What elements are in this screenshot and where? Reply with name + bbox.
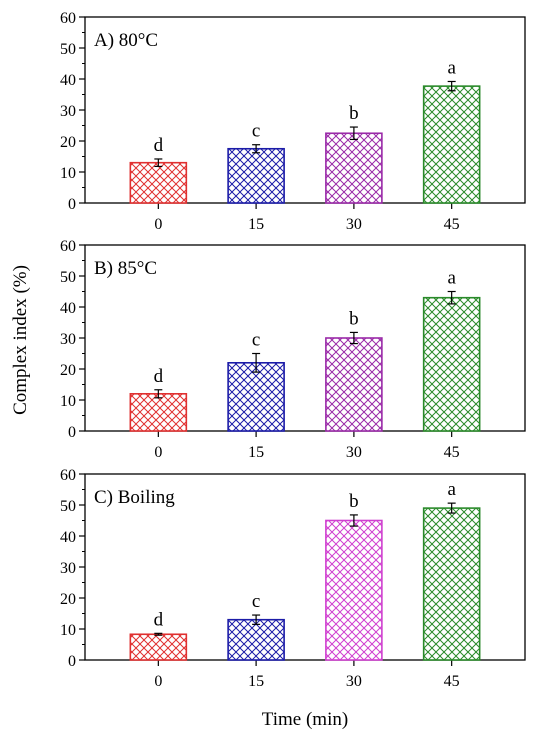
panel-c-xtick-label: 0 xyxy=(154,673,162,690)
panel-a-ytick-label: 10 xyxy=(60,165,76,182)
panel-c-xtick-label: 45 xyxy=(444,673,460,690)
panel-c-bar xyxy=(227,618,285,661)
panel-c-bar xyxy=(422,507,481,661)
panel-b-xtick-label: 15 xyxy=(248,444,264,461)
panel-b-xtick-label: 45 xyxy=(444,444,460,461)
panel-b-xtick-label: 30 xyxy=(346,444,362,461)
panel-c-title: C) Boiling xyxy=(94,487,175,508)
panel-a-bar xyxy=(227,147,285,204)
panel-b-ytick-label: 40 xyxy=(60,300,76,317)
panel-a-xtick-label: 0 xyxy=(154,216,162,233)
panel-a-bar xyxy=(325,132,383,204)
panel-c-bar xyxy=(129,633,188,661)
panel-a-ytick-label: 60 xyxy=(60,10,76,27)
panel-c-ytick-label: 0 xyxy=(68,653,76,670)
panel-c-xtick-label: 30 xyxy=(346,673,362,690)
panel-a-ytick-label: 30 xyxy=(60,103,76,120)
panel-c-significance-label: a xyxy=(447,479,456,500)
panel-a-bar xyxy=(422,85,481,204)
panel-c-significance-label: d xyxy=(154,609,164,630)
panel-a-significance-label: b xyxy=(349,103,359,124)
panel-b-ytick-label: 30 xyxy=(60,331,76,348)
panel-a-marks: 0 10 20 30 40 50 60 0 d 15 c 30 b 45 a xyxy=(60,10,481,233)
panel-a-bar xyxy=(129,161,188,204)
panel-c-ytick-label: 30 xyxy=(60,560,76,577)
panel-c: C) Boiling 0 10 20 30 40 50 60 0 d 15 c 30 b 45 a xyxy=(60,467,526,690)
panel-b-bar xyxy=(422,296,481,432)
panel-b: B) 85°C 0 10 20 30 40 50 60 0 d 15 c 30 b 45 a xyxy=(60,238,526,461)
panel-c-significance-label: b xyxy=(349,491,359,512)
panel-a-ytick-label: 40 xyxy=(60,72,76,89)
panel-c-ytick-label: 20 xyxy=(60,591,76,608)
panel-c-ytick-label: 10 xyxy=(60,622,76,639)
panel-b-ytick-label: 50 xyxy=(60,269,76,286)
panel-b-significance-label: b xyxy=(349,308,359,329)
panel-a-significance-label: c xyxy=(252,121,260,142)
panel-a-title: A) 80°C xyxy=(94,30,158,51)
y-axis-label: Complex index (%) xyxy=(10,265,31,415)
panel-c-bar xyxy=(325,519,383,661)
panel-b-significance-label: a xyxy=(447,268,456,289)
panel-b-significance-label: d xyxy=(154,366,164,387)
panel-b-significance-label: c xyxy=(252,330,260,351)
panel-b-marks: 0 10 20 30 40 50 60 0 d 15 c 30 b 45 a xyxy=(60,238,481,461)
panel-a-ytick-label: 20 xyxy=(60,134,76,151)
panel-b-ytick-label: 10 xyxy=(60,393,76,410)
panel-a-ytick-label: 0 xyxy=(68,196,76,213)
panel-b-ytick-label: 60 xyxy=(60,238,76,255)
panel-a-xtick-label: 15 xyxy=(248,216,264,233)
x-axis-label: Time (min) xyxy=(262,709,348,730)
panel-a-xtick-label: 30 xyxy=(346,216,362,233)
panel-c-marks: 0 10 20 30 40 50 60 0 d 15 c 30 b 45 a xyxy=(60,467,481,690)
panel-b-ytick-label: 20 xyxy=(60,362,76,379)
panel-c-ytick-label: 60 xyxy=(60,467,76,484)
panel-b-bar xyxy=(325,337,383,432)
panel-c-significance-label: c xyxy=(252,591,260,612)
panel-b-ytick-label: 0 xyxy=(68,424,76,441)
panel-c-ytick-label: 40 xyxy=(60,529,76,546)
panel-a-significance-label: d xyxy=(154,135,164,156)
panel-b-bar xyxy=(129,392,188,432)
panel-b-xtick-label: 0 xyxy=(154,444,162,461)
panel-a: A) 80°C 0 10 20 30 40 50 60 0 d 15 c 30 b 45 a xyxy=(60,10,526,233)
panel-b-bar xyxy=(227,361,285,432)
panel-a-xtick-label: 45 xyxy=(444,216,460,233)
panel-a-ytick-label: 50 xyxy=(60,41,76,58)
panel-a-significance-label: a xyxy=(447,57,456,78)
panel-c-ytick-label: 50 xyxy=(60,498,76,515)
panel-c-xtick-label: 15 xyxy=(248,673,264,690)
panel-b-title: B) 85°C xyxy=(94,258,157,279)
